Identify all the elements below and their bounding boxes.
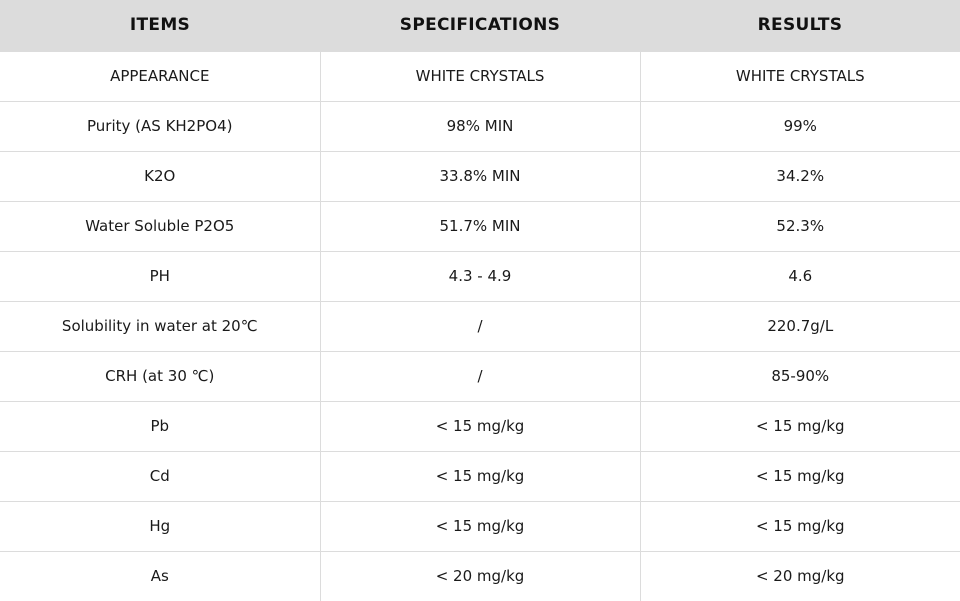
- table-row: K2O 33.8% MIN 34.2%: [0, 150, 960, 202]
- item-cell: CRH (at 30 ℃): [0, 350, 321, 402]
- header-items: ITEMS: [0, 0, 320, 51]
- spec-cell: 4.3 - 4.9: [319, 250, 641, 302]
- item-cell: PH: [0, 250, 321, 302]
- result-cell: < 15 mg/kg: [639, 500, 960, 552]
- result-cell: 4.6: [639, 250, 960, 302]
- item-cell: Cd: [0, 450, 321, 502]
- item-cell: Solubility in water at 20℃: [0, 300, 321, 352]
- item-cell: Purity (AS KH2PO4): [0, 100, 321, 152]
- table-row: CRH (at 30 ℃) / 85-90%: [0, 350, 960, 402]
- table-row: Pb < 15 mg/kg < 15 mg/kg: [0, 400, 960, 452]
- table-row: APPEARANCE WHITE CRYSTALS WHITE CRYSTALS: [0, 50, 960, 102]
- result-cell: 34.2%: [639, 150, 960, 202]
- spec-cell: WHITE CRYSTALS: [319, 50, 641, 102]
- header-specifications: SPECIFICATIONS: [320, 0, 640, 51]
- result-cell: 85-90%: [639, 350, 960, 402]
- result-cell: < 15 mg/kg: [639, 400, 960, 452]
- result-cell: 220.7g/L: [639, 300, 960, 352]
- table-body: APPEARANCE WHITE CRYSTALS WHITE CRYSTALS…: [0, 50, 960, 601]
- spec-cell: < 15 mg/kg: [319, 400, 641, 452]
- table-row: Water Soluble P2O5 51.7% MIN 52.3%: [0, 200, 960, 252]
- table-row: Purity (AS KH2PO4) 98% MIN 99%: [0, 100, 960, 152]
- item-cell: APPEARANCE: [0, 50, 321, 102]
- result-cell: WHITE CRYSTALS: [639, 50, 960, 102]
- result-cell: < 15 mg/kg: [639, 450, 960, 502]
- spec-cell: 98% MIN: [319, 100, 641, 152]
- table-row: As < 20 mg/kg < 20 mg/kg: [0, 550, 960, 601]
- table-row: Cd < 15 mg/kg < 15 mg/kg: [0, 450, 960, 502]
- table-header: ITEMS SPECIFICATIONS RESULTS: [0, 0, 960, 51]
- item-cell: Hg: [0, 500, 321, 552]
- item-cell: K2O: [0, 150, 321, 202]
- table-row: Hg < 15 mg/kg < 15 mg/kg: [0, 500, 960, 552]
- spec-cell: < 15 mg/kg: [319, 450, 641, 502]
- header-results: RESULTS: [640, 0, 960, 51]
- spec-cell: 51.7% MIN: [319, 200, 641, 252]
- spec-cell: < 20 mg/kg: [319, 550, 641, 601]
- table-row: PH 4.3 - 4.9 4.6: [0, 250, 960, 302]
- item-cell: As: [0, 550, 321, 601]
- spec-cell: 33.8% MIN: [319, 150, 641, 202]
- header-row: ITEMS SPECIFICATIONS RESULTS: [0, 0, 960, 51]
- result-cell: 52.3%: [639, 200, 960, 252]
- result-cell: 99%: [639, 100, 960, 152]
- result-cell: < 20 mg/kg: [639, 550, 960, 601]
- item-cell: Pb: [0, 400, 321, 452]
- spec-cell: < 15 mg/kg: [319, 500, 641, 552]
- spec-cell: /: [319, 300, 641, 352]
- table-row: Solubility in water at 20℃ / 220.7g/L: [0, 300, 960, 352]
- item-cell: Water Soluble P2O5: [0, 200, 321, 252]
- spec-cell: /: [319, 350, 641, 402]
